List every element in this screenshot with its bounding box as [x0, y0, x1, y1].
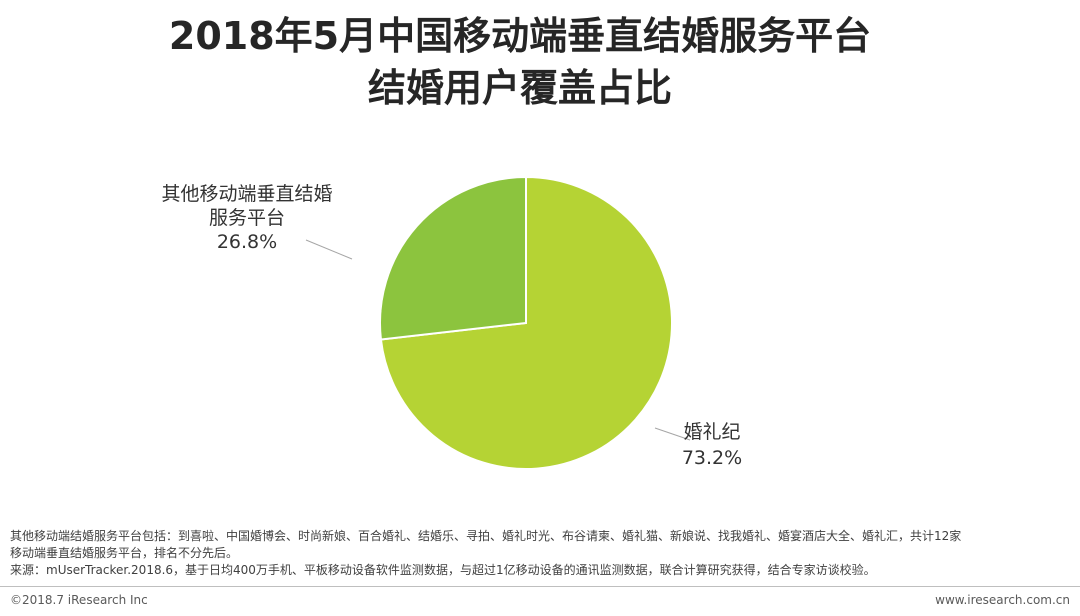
- note-source: 来源：mUserTracker.2018.6，基于日均400万手机、平板移动设备…: [10, 563, 876, 577]
- copyright-text: ©2018.7 iResearch Inc: [10, 593, 148, 607]
- pie-slices: [379, 175, 673, 470]
- slice-category-label-1: 服务平台: [209, 207, 285, 229]
- leader-line-1: [305, 239, 353, 260]
- chart-title-line-2: 结婚用户覆盖占比: [367, 66, 672, 110]
- slice-value-label-1: 26.8%: [217, 231, 277, 253]
- chart-title-line-1: 2018年5月中国移动端垂直结婚服务平台: [168, 14, 872, 58]
- leader-line-0: [654, 427, 691, 441]
- chart-notes: 其他移动端结婚服务平台包括：到喜啦、中国婚博会、时尚新娘、百合婚礼、结婚乐、寻拍…: [10, 528, 1072, 579]
- slice-value-label-0: 73.2%: [682, 447, 742, 469]
- website-link[interactable]: www.iresearch.com.cn: [935, 593, 1070, 607]
- slice-category-label-0: 婚礼纪: [683, 421, 740, 443]
- footer-divider: [0, 586, 1080, 587]
- note-other-platforms: 其他移动端结婚服务平台包括：到喜啦、中国婚博会、时尚新娘、百合婚礼、结婚乐、寻拍…: [10, 529, 962, 543]
- note-platforms-continued: 移动端垂直结婚服务平台，排名不分先后。: [10, 546, 239, 560]
- pie-slice-1: [379, 175, 527, 341]
- chart-title: 2018年5月中国移动端垂直结婚服务平台 结婚用户覆盖占比: [0, 10, 1040, 114]
- slice-category-label-1: 其他移动端垂直结婚: [161, 183, 332, 205]
